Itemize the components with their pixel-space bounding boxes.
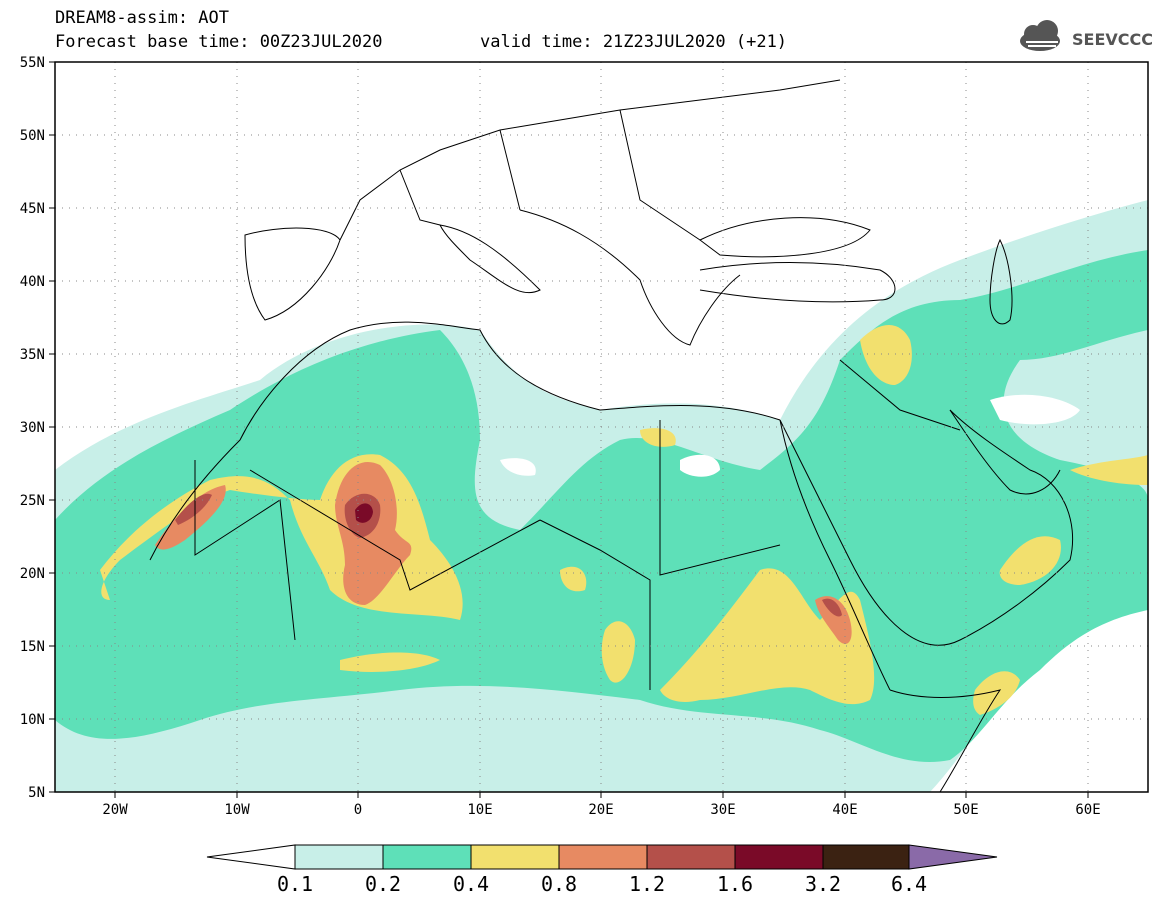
colorbar-over-arrow (908, 844, 998, 870)
lat-label: 30N (20, 420, 45, 436)
lon-labels: 20W 10W 0 10E 20E 30E 40E 50E 60E (102, 802, 1100, 818)
lat-labels: 55N 50N 45N 40N 35N 30N 25N 20N 15N 10N … (20, 55, 45, 801)
border-chad-sudan (539, 519, 651, 690)
lon-label: 30E (710, 802, 735, 818)
coast-arabia-east (779, 409, 1074, 646)
colorbar-label: 6.4 (890, 872, 928, 896)
clear-egypt (680, 454, 720, 477)
colorbar-swatch (470, 844, 560, 870)
aot-level-1.2-redsea (822, 598, 842, 617)
lat-label: 45N (20, 201, 45, 217)
cloud-logo-icon (1020, 20, 1060, 51)
aot-level-1.2-mauritania (175, 493, 212, 525)
grid-lines (55, 62, 1148, 792)
colorbar-label: 0.1 (276, 872, 314, 896)
lat-label: 25N (20, 493, 45, 509)
clear-libya (500, 458, 536, 476)
lat-label: 20N (20, 566, 45, 582)
lon-label: 20W (102, 802, 128, 818)
colorbar (206, 844, 998, 870)
colorbar-swatch (294, 844, 384, 870)
colorbar-label: 3.2 (804, 872, 842, 896)
border-europe (339, 79, 841, 241)
colorbar-swatch (646, 844, 736, 870)
coastlines (149, 79, 1074, 792)
coast-turkey (699, 262, 896, 303)
colorbar-label: 0.4 (452, 872, 490, 896)
valid-time: valid time: 21Z23JUL2020 (+21) (480, 32, 788, 52)
lat-label: 35N (20, 347, 45, 363)
lat-label: 40N (20, 274, 45, 290)
lat-label: 15N (20, 639, 45, 655)
lon-label: 10E (467, 802, 492, 818)
aot-level-0.4-sudan (660, 568, 875, 705)
base-time: Forecast base time: 00Z23JUL2020 (55, 32, 383, 52)
colorbar-swatch (734, 844, 824, 870)
lat-label: 50N (20, 128, 45, 144)
coast-balkans-greece (519, 209, 741, 346)
aot-level-0.4-darfur (601, 621, 635, 683)
border-libya-egypt (659, 420, 781, 576)
coast-hornafrica (889, 689, 1002, 792)
colorbar-label: 0.2 (364, 872, 402, 896)
coast-levant-redsea (779, 419, 891, 691)
border-algeria-mali (249, 469, 541, 591)
lat-label: 10N (20, 712, 45, 728)
aot-level-0.8-redsea (815, 596, 852, 644)
border-europe-2 (399, 109, 701, 241)
colorbar-under-arrow (206, 844, 296, 870)
lon-label: 40E (832, 802, 857, 818)
map-title: DREAM8-assim: AOT (55, 8, 229, 28)
coast-caspian (989, 238, 1013, 325)
aot-level-0.4-iraq (860, 325, 912, 385)
lat-label: 55N (20, 55, 45, 71)
coast-iberia (244, 227, 341, 321)
axis-ticks (49, 61, 1089, 798)
aot-level-1.6-algeria (355, 503, 373, 523)
aot-level-0.4-sahel (340, 652, 440, 672)
coast-blacksea (699, 217, 871, 258)
logo-text: SEEVCCC (1072, 30, 1153, 49)
colorbar-swatch (822, 844, 910, 870)
colorbar-swatch (382, 844, 472, 870)
lon-label: 60E (1075, 802, 1100, 818)
coast-northafrica (149, 321, 781, 561)
aot-level-0.4-yemen (973, 671, 1020, 715)
lon-label: 0 (354, 802, 362, 818)
lon-label: 20E (588, 802, 613, 818)
colorbar-swatch (558, 844, 648, 870)
clear-iran (990, 394, 1080, 425)
lon-label: 50E (953, 802, 978, 818)
aot-level-0.2-west (55, 250, 1148, 763)
aot-level-0.4-gulf (1070, 455, 1148, 485)
lat-label: 5N (28, 785, 45, 801)
aot-level-0.4-egypt (640, 428, 676, 447)
colorbar-label: 1.2 (628, 872, 666, 896)
coast-gulf (949, 409, 1061, 495)
border-saudi-iraq (839, 359, 961, 431)
coast-italy (439, 224, 541, 294)
border-west-africa (194, 460, 296, 641)
lon-label: 10W (224, 802, 250, 818)
colorbar-label: 1.6 (716, 872, 754, 896)
colorbar-label: 0.8 (540, 872, 578, 896)
